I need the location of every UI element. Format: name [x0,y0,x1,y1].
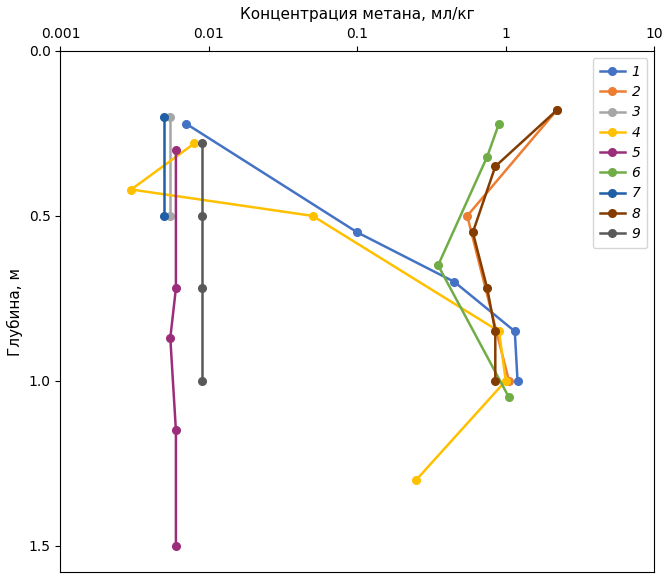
Y-axis label: Глубина, м: Глубина, м [7,267,23,356]
8 [553,107,561,114]
2 [463,212,471,219]
Line: 6: 6 [434,120,513,401]
8 [491,163,499,170]
5 [172,542,180,549]
4 [412,477,420,483]
4 [502,378,510,384]
9 [198,378,206,384]
5 [172,285,180,292]
6 [483,153,491,160]
8 [491,378,499,384]
1 [513,378,521,384]
5 [172,146,180,153]
2 [553,107,561,114]
8 [491,328,499,335]
Line: 4: 4 [127,140,510,483]
9 [198,140,206,147]
7 [160,113,168,120]
3 [166,113,174,120]
X-axis label: Концентрация метана, мл/кг: Концентрация метана, мл/кг [240,7,474,22]
4 [309,212,317,219]
8 [483,285,491,292]
1 [182,120,190,127]
Line: 7: 7 [160,113,168,219]
6 [495,120,503,127]
Line: 2: 2 [464,107,560,384]
4 [190,140,198,147]
1 [450,278,458,285]
5 [172,427,180,434]
3 [166,212,174,219]
Line: 5: 5 [166,146,180,549]
6 [505,394,513,401]
8 [469,229,477,236]
1 [511,328,519,335]
Line: 1: 1 [182,120,521,384]
5 [166,335,174,342]
Legend: 1, 2, 3, 4, 5, 6, 7, 8, 9: 1, 2, 3, 4, 5, 6, 7, 8, 9 [592,58,647,248]
4 [495,328,503,335]
Line: 9: 9 [198,140,206,384]
9 [198,285,206,292]
Line: 3: 3 [166,113,174,219]
6 [434,262,442,269]
9 [198,212,206,219]
2 [505,378,513,384]
1 [353,229,361,236]
7 [160,212,168,219]
4 [127,186,135,193]
Line: 8: 8 [469,107,560,384]
